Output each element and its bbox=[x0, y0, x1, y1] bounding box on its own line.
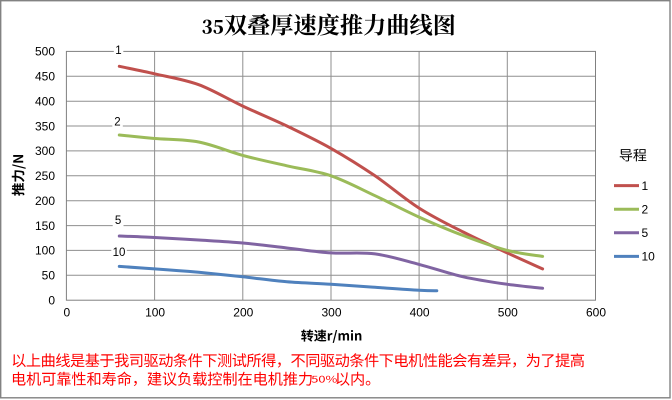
svg-text:0: 0 bbox=[64, 306, 71, 320]
svg-text:150: 150 bbox=[35, 219, 55, 233]
svg-text:500: 500 bbox=[498, 306, 518, 320]
svg-text:2: 2 bbox=[114, 116, 120, 128]
svg-text:100: 100 bbox=[145, 306, 165, 320]
svg-text:0: 0 bbox=[48, 294, 55, 308]
svg-text:200: 200 bbox=[233, 306, 253, 320]
svg-text:1: 1 bbox=[642, 179, 649, 193]
svg-text:400: 400 bbox=[410, 306, 430, 320]
svg-text:250: 250 bbox=[35, 169, 55, 183]
svg-text:2: 2 bbox=[642, 202, 649, 216]
svg-text:350: 350 bbox=[35, 119, 55, 133]
svg-text:5: 5 bbox=[115, 215, 121, 227]
svg-text:400: 400 bbox=[35, 95, 55, 109]
svg-text:10: 10 bbox=[642, 250, 656, 264]
svg-text:50: 50 bbox=[42, 269, 56, 283]
svg-text:300: 300 bbox=[321, 306, 341, 320]
svg-text:10: 10 bbox=[113, 247, 126, 259]
svg-text:1: 1 bbox=[115, 45, 121, 57]
svg-text:500: 500 bbox=[35, 45, 55, 59]
svg-text:200: 200 bbox=[35, 194, 55, 208]
svg-text:5: 5 bbox=[642, 226, 649, 240]
svg-text:450: 450 bbox=[35, 70, 55, 84]
svg-text:600: 600 bbox=[586, 306, 606, 320]
svg-text:300: 300 bbox=[35, 144, 55, 158]
svg-text:100: 100 bbox=[35, 244, 55, 258]
